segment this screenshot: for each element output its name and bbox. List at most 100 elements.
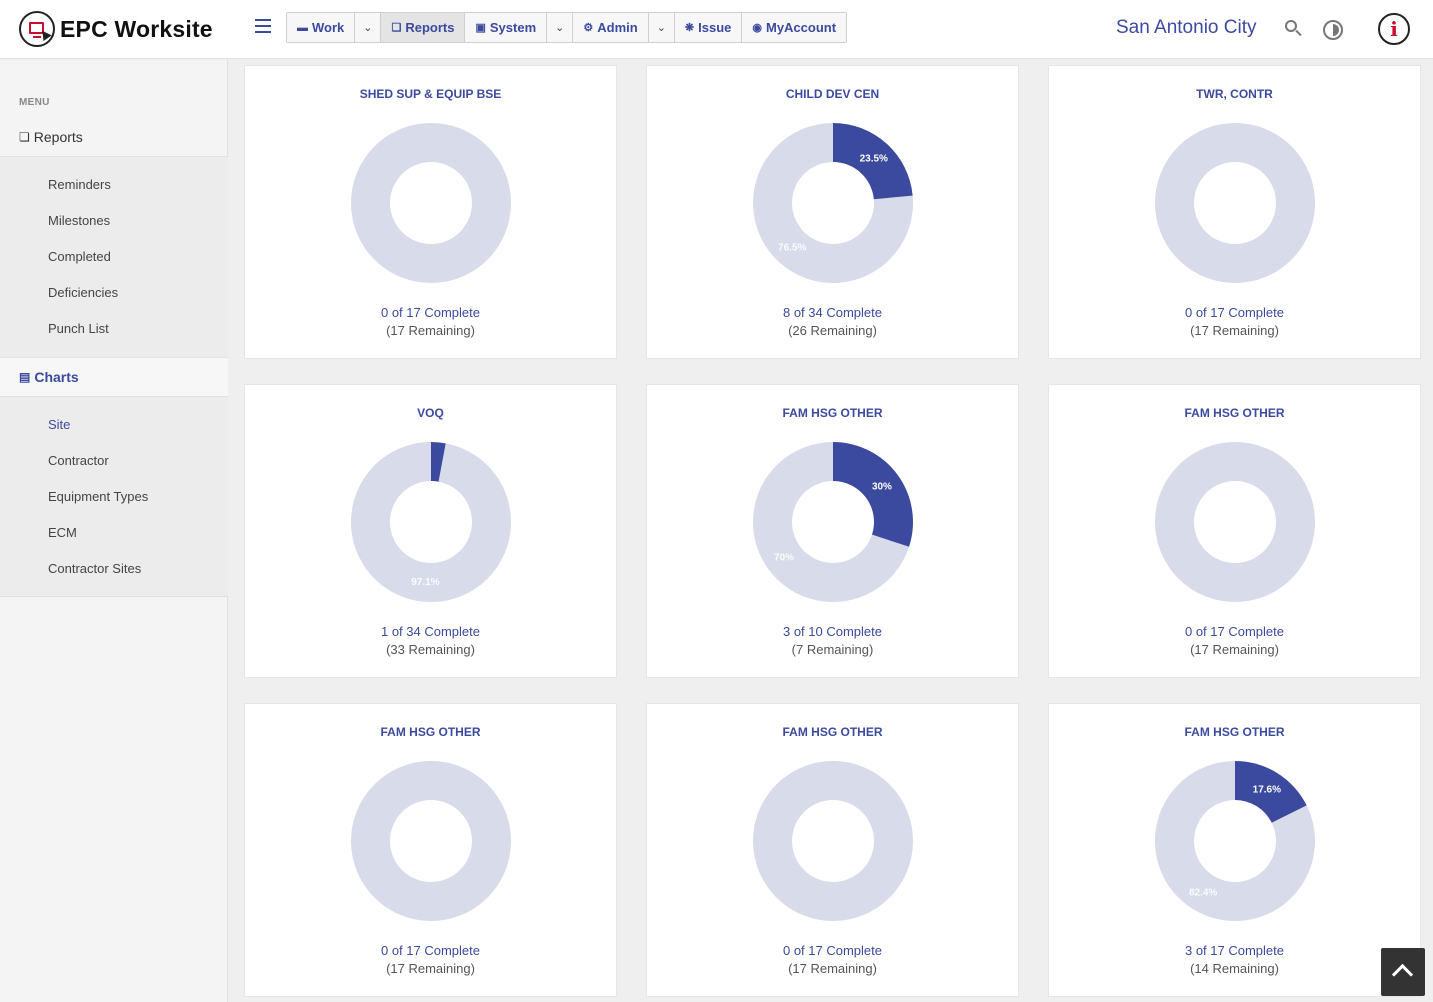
chevron-down-icon: ⌄ — [363, 22, 373, 34]
remaining-slice[interactable] — [753, 442, 910, 602]
sidebar-item-equipment-types[interactable]: Equipment Types — [48, 489, 149, 504]
complete-summary: 0 of 17 Complete — [380, 943, 480, 958]
nav-system-button[interactable]: ▣ System — [465, 13, 548, 42]
menu-heading: MENU — [19, 97, 50, 108]
brand-name: EPC Worksite — [60, 15, 213, 42]
chart-title: FAM HSG OTHER — [782, 406, 883, 420]
nav-work-button[interactable]: ▬ Work — [287, 13, 356, 42]
chart-card: FAM HSG OTHER 30% 70% 3 of 10 Complete (7 Re… — [646, 384, 1019, 678]
top-navbar: EPC Worksite ▬ Work ⌄ ❏ Reports ▣ System… — [0, 0, 1433, 59]
donut-chart: 23.5% 76.5% — [753, 123, 913, 283]
sidebar-item-contractor[interactable]: Contractor — [48, 453, 109, 468]
remaining-slice[interactable] — [1155, 761, 1315, 921]
chart-card: FAM HSG OTHER 0 of 17 Complete (17 Remaini… — [1048, 384, 1421, 678]
complete-summary: 0 of 17 Complete — [782, 943, 882, 958]
complete-summary: 1 of 34 Complete — [380, 624, 480, 639]
remaining-slice[interactable] — [753, 761, 913, 921]
nav-admin-button[interactable]: ⚙ Admin — [573, 13, 649, 42]
complete-slice[interactable] — [833, 123, 913, 200]
monitor-icon — [19, 11, 55, 47]
contrast-toggle-icon[interactable] — [1323, 20, 1343, 40]
chart-title: VOQ — [417, 406, 444, 420]
chevron-down-icon: ⌄ — [656, 22, 666, 34]
remaining-summary: (7 Remaining) — [791, 642, 874, 657]
sidebar-section-charts[interactable]: ▤ Charts — [0, 357, 228, 397]
nav-work-dropdown[interactable]: ⌄ — [355, 13, 382, 42]
remaining-slice[interactable] — [351, 442, 511, 602]
donut-chart: 30% 70% — [753, 442, 913, 602]
chart-title: FAM HSG OTHER — [1184, 406, 1285, 420]
nav-system-dropdown[interactable]: ⌄ — [547, 13, 574, 42]
sidebar-item-milestones[interactable]: Milestones — [48, 213, 111, 228]
chart-title: FAM HSG OTHER — [782, 725, 883, 739]
donut-chart — [753, 761, 913, 921]
sidebar-item-completed[interactable]: Completed — [48, 249, 111, 264]
location-name[interactable]: San Antonio City — [1116, 17, 1257, 38]
nav-issue-button[interactable]: ❋ Issue — [674, 13, 743, 42]
folder-icon: ▬ — [297, 21, 308, 34]
remaining-summary: (17 Remaining) — [386, 323, 475, 338]
complete-slice[interactable] — [833, 442, 913, 547]
brand-logo[interactable]: EPC Worksite — [19, 11, 213, 47]
charts-submenu: Site Contractor Equipment Types ECM Cont… — [0, 397, 228, 597]
nav-myaccount-button[interactable]: ◉ MyAccount — [742, 13, 847, 42]
complete-percent-label: 17.6% — [1253, 785, 1281, 796]
complete-summary: 8 of 34 Complete — [782, 305, 882, 320]
donut-chart — [351, 761, 511, 921]
search-icon[interactable] — [1285, 20, 1302, 37]
chart-title: TWR, CONTR — [1196, 87, 1273, 101]
chevron-up-icon — [1391, 963, 1414, 986]
complete-percent-label: 23.5% — [860, 153, 888, 164]
complete-slice[interactable] — [1235, 761, 1307, 823]
sidebar-item-reminders[interactable]: Reminders — [48, 177, 111, 192]
chart-title: SHED SUP & EQUIP BSE — [359, 87, 502, 101]
chevron-down-icon: ⌄ — [555, 22, 565, 34]
nav-issue-label: Issue — [698, 20, 732, 35]
nav-reports-button[interactable]: ❏ Reports — [381, 13, 466, 42]
nav-admin-dropdown[interactable]: ⌄ — [648, 13, 675, 42]
remaining-slice[interactable] — [1155, 123, 1315, 283]
nav-myaccount-label: MyAccount — [765, 20, 837, 35]
remaining-slice[interactable] — [351, 761, 511, 921]
reports-submenu: Reminders Milestones Completed Deficienc… — [0, 157, 228, 357]
scroll-to-top-button[interactable] — [1381, 948, 1425, 996]
remaining-summary: (17 Remaining) — [1190, 323, 1279, 338]
remaining-summary: (17 Remaining) — [788, 961, 877, 976]
copy-icon: ❏ — [19, 129, 30, 144]
sidebar-section-label: Charts — [34, 369, 79, 385]
remaining-summary: (17 Remaining) — [1190, 642, 1279, 657]
donut-chart: 17.6% 82.4% — [1155, 761, 1315, 921]
remaining-slice[interactable] — [1155, 442, 1315, 602]
sidebar-item-punch-list[interactable]: Punch List — [48, 321, 109, 336]
chart-title: FAM HSG OTHER — [1184, 725, 1285, 739]
remaining-slice[interactable] — [351, 123, 511, 283]
sidebar-section-label: Reports — [33, 128, 83, 145]
sidebar-item-contractor-sites[interactable]: Contractor Sites — [48, 561, 142, 576]
remaining-summary: (33 Remaining) — [386, 642, 475, 657]
user-circle-icon: ◉ — [752, 22, 762, 34]
sidebar-item-site[interactable]: Site — [48, 417, 71, 432]
sidebar-item-deficiencies[interactable]: Deficiencies — [48, 285, 119, 300]
complete-summary: 3 of 17 Complete — [1184, 943, 1284, 958]
chart-card: SHED SUP & EQUIP BSE 0 of 17 Complete (17 … — [244, 65, 617, 359]
chart-card: FAM HSG OTHER 17.6% 82.4% 3 of 17 Complete (… — [1048, 703, 1421, 997]
info-icon[interactable]: i — [1378, 13, 1410, 45]
remaining-percent-label: 70% — [774, 553, 794, 564]
nav-work-label: Work — [312, 20, 345, 35]
sidebar-section-reports[interactable]: ❏ Reports — [0, 117, 228, 157]
chart-card: TWR, CONTR 0 of 17 Complete (17 Remaining) — [1048, 65, 1421, 359]
chart-title: CHILD DEV CEN — [785, 87, 880, 101]
menu-toggle-icon[interactable] — [255, 19, 271, 33]
donut-chart: 97.1% — [351, 442, 511, 602]
complete-slice[interactable] — [431, 442, 446, 482]
lock-icon: ▣ — [475, 22, 486, 34]
remaining-slice[interactable] — [753, 123, 913, 283]
chart-title: FAM HSG OTHER — [380, 725, 481, 739]
copy-icon: ❏ — [391, 22, 402, 34]
complete-summary: 0 of 17 Complete — [1184, 624, 1284, 639]
sidebar-item-ecm[interactable]: ECM — [48, 525, 77, 540]
chart-card: FAM HSG OTHER 0 of 17 Complete (17 Remaini… — [244, 703, 617, 997]
remaining-summary: (17 Remaining) — [386, 961, 475, 976]
remaining-summary: (26 Remaining) — [788, 323, 877, 338]
remaining-percent-label: 82.4% — [1189, 887, 1217, 898]
